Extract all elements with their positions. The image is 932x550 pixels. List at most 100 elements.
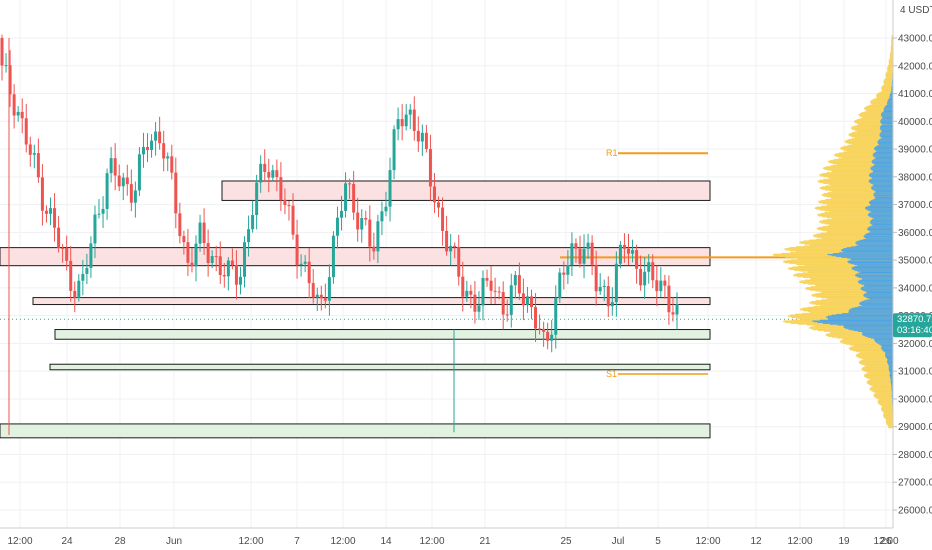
time-tick-label[interactable]: 12:00	[695, 536, 720, 547]
candle-body-down[interactable]	[311, 283, 315, 298]
candle-body-down[interactable]	[40, 177, 44, 211]
candle-body-up[interactable]	[109, 158, 113, 174]
candle-body-up[interactable]	[331, 235, 335, 278]
candle-body-up[interactable]	[32, 153, 36, 155]
candle-body-up[interactable]	[631, 250, 635, 254]
candle-body-up[interactable]	[449, 245, 453, 252]
candle-body-up[interactable]	[299, 263, 303, 265]
candle-body-up[interactable]	[586, 242, 590, 249]
time-tick-label[interactable]: Jun	[166, 536, 182, 547]
candle-body-up[interactable]	[105, 173, 109, 209]
candle-body-down[interactable]	[663, 280, 667, 286]
candle-body-down[interactable]	[428, 149, 432, 187]
candle-body-down[interactable]	[655, 280, 659, 292]
candle-body-up[interactable]	[550, 334, 554, 341]
candle-body-down[interactable]	[412, 109, 416, 131]
candle-body-down[interactable]	[437, 202, 441, 208]
candle-body-down[interactable]	[400, 119, 404, 127]
candle-body-up[interactable]	[97, 213, 101, 215]
time-tick-label[interactable]: 12:00	[873, 536, 898, 547]
candle-body-down[interactable]	[202, 222, 206, 244]
candle-body-up[interactable]	[392, 129, 396, 171]
price-tick-label[interactable]: 31000.00	[898, 367, 932, 378]
candle-body-up[interactable]	[335, 217, 339, 236]
candle-body-down[interactable]	[635, 250, 639, 269]
candle-body-down[interactable]	[319, 294, 323, 299]
candle-body-down[interactable]	[113, 158, 117, 176]
candle-body-down[interactable]	[186, 242, 190, 263]
time-tick-label[interactable]: 5	[655, 536, 661, 547]
candle-body-down[interactable]	[0, 38, 4, 66]
candle-body-up[interactable]	[396, 119, 400, 130]
candle-body-down[interactable]	[117, 175, 121, 187]
time-tick-label[interactable]: 21	[479, 536, 491, 547]
candle-body-down[interactable]	[295, 234, 299, 265]
candle-body-up[interactable]	[198, 222, 202, 244]
candle-body-up[interactable]	[210, 256, 214, 264]
candle-body-down[interactable]	[590, 242, 594, 265]
candle-body-up[interactable]	[554, 298, 558, 335]
candle-body-up[interactable]	[247, 229, 251, 243]
candle-body-up[interactable]	[85, 267, 89, 274]
candle-body-down[interactable]	[287, 205, 291, 207]
time-tick-label[interactable]: 12:00	[787, 536, 812, 547]
candle-body-up[interactable]	[675, 304, 679, 315]
candle-body-down[interactable]	[538, 328, 542, 330]
candle-body-down[interactable]	[129, 184, 133, 203]
candle-body-down[interactable]	[517, 275, 521, 294]
candle-body-up[interactable]	[598, 286, 602, 292]
candles[interactable]	[0, 34, 679, 436]
time-tick-label[interactable]: 28	[114, 536, 126, 547]
price-tick-label[interactable]: 27000.00	[898, 478, 932, 489]
candle-body-up[interactable]	[614, 263, 618, 303]
price-tick-label[interactable]: 39000.00	[898, 145, 932, 156]
candle-body-up[interactable]	[477, 305, 481, 312]
candle-body-down[interactable]	[352, 183, 356, 213]
candle-body-down[interactable]	[20, 111, 24, 119]
price-tick-label[interactable]: 41000.00	[898, 89, 932, 100]
time-tick-label[interactable]: 12	[750, 536, 762, 547]
candle-body-down[interactable]	[372, 246, 376, 252]
candle-body-down[interactable]	[453, 245, 457, 247]
candle-body-up[interactable]	[384, 206, 388, 212]
candle-body-down[interactable]	[174, 172, 178, 214]
candle-body-up[interactable]	[420, 132, 424, 142]
candle-body-up[interactable]	[251, 215, 255, 230]
candle-body-up[interactable]	[558, 272, 562, 299]
candle-body-down[interactable]	[529, 296, 533, 308]
time-tick-label[interactable]: 12:00	[330, 536, 355, 547]
candle-body-up[interactable]	[121, 177, 125, 187]
candle-body-up[interactable]	[93, 214, 97, 244]
candle-body-up[interactable]	[610, 302, 614, 307]
candle-body-up[interactable]	[344, 183, 348, 211]
candle-body-down[interactable]	[162, 143, 166, 159]
candle-body-up[interactable]	[238, 276, 242, 285]
candle-body-down[interactable]	[182, 236, 186, 243]
candle-body-down[interactable]	[267, 171, 271, 178]
candle-body-up[interactable]	[101, 208, 105, 214]
candle-body-down[interactable]	[230, 260, 234, 266]
candle-body-up[interactable]	[150, 140, 154, 151]
candle-body-down[interactable]	[493, 290, 497, 292]
candle-body-down[interactable]	[275, 170, 279, 178]
candle-body-down[interactable]	[606, 285, 610, 307]
candle-body-up[interactable]	[380, 211, 384, 222]
candle-body-up[interactable]	[137, 154, 141, 191]
candle-body-down[interactable]	[356, 212, 360, 230]
candle-body-down[interactable]	[457, 246, 461, 277]
candle-body-up[interactable]	[659, 280, 663, 292]
candle-body-down[interactable]	[594, 264, 598, 292]
candle-body-up[interactable]	[525, 296, 529, 306]
candle-body-down[interactable]	[432, 186, 436, 203]
candle-body-up[interactable]	[618, 244, 622, 264]
time-tick-label[interactable]: 24	[61, 536, 73, 547]
candle-body-down[interactable]	[69, 260, 73, 291]
time-tick-label[interactable]: 12:00	[419, 536, 444, 547]
candle-body-up[interactable]	[570, 243, 574, 266]
candle-body-down[interactable]	[501, 292, 505, 315]
candle-body-up[interactable]	[465, 290, 469, 297]
candle-body-up[interactable]	[255, 182, 259, 216]
candle-body-up[interactable]	[16, 111, 20, 116]
candle-body-down[interactable]	[222, 274, 226, 277]
